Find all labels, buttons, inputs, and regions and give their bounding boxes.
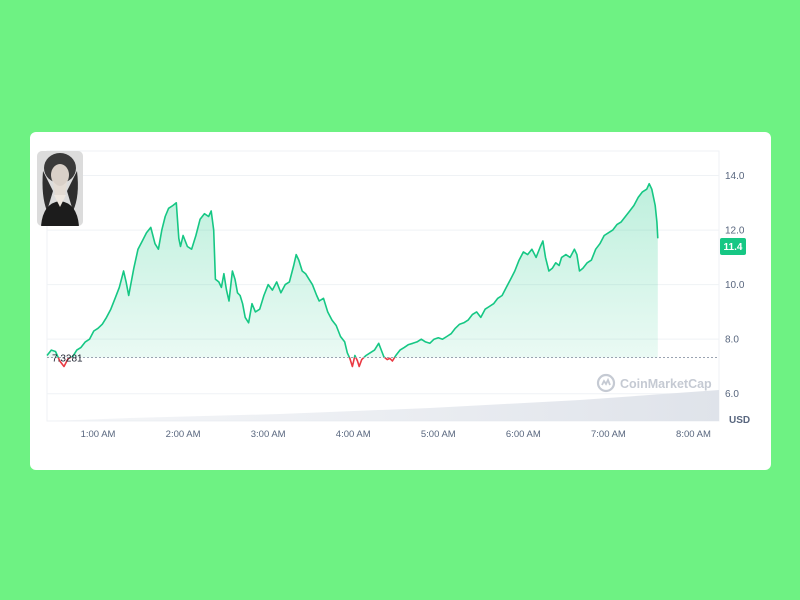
x-tick-label: 7:00 AM [591, 429, 626, 440]
y-tick-label: 12.0 [725, 226, 745, 237]
current-price-badge: 11.4 [720, 237, 746, 255]
price-chart: CoinMarketCap 7.3281 6.08.010.012.014.0 … [46, 150, 750, 440]
x-tick-label: 3:00 AM [251, 429, 286, 440]
price-line-up [46, 182, 659, 358]
volume-area [47, 390, 719, 421]
y-unit-label: USD [729, 415, 750, 426]
x-tick-label: 1:00 AM [81, 429, 116, 440]
y-tick-label: 10.0 [725, 280, 745, 291]
current-price-label: 11.4 [724, 242, 743, 253]
chart-card: CoinMarketCap 7.3281 6.0 8.0 10.0 12.0 14.0 … [30, 132, 771, 470]
price-area [47, 183, 658, 358]
y-axis-ticks: 6.0 8.0 10.0 12.0 14.0 [725, 171, 745, 400]
x-axis-ticks: 1:00 AM 2:00 AM 3:00 AM 4:00 AM 5:00 AM 6:00 … [81, 429, 711, 440]
x-tick-label: 8:00 AM [676, 429, 711, 440]
y-tick-label: 6.0 [725, 389, 739, 400]
watermark: CoinMarketCap [596, 373, 712, 393]
x-tick-label: 2:00 AM [166, 429, 201, 440]
watermark-label: CoinMarketCap [620, 377, 712, 391]
x-tick-label: 4:00 AM [336, 429, 371, 440]
person-photo-icon [37, 151, 83, 226]
coinmarketcap-logo-icon [596, 373, 616, 393]
x-tick-label: 6:00 AM [506, 429, 541, 440]
y-tick-label: 14.0 [725, 171, 745, 182]
x-tick-label: 5:00 AM [421, 429, 456, 440]
current-price-badge-bg [720, 237, 746, 255]
y-tick-label: 8.0 [725, 335, 739, 346]
reference-label: 7.3281 [52, 354, 83, 365]
